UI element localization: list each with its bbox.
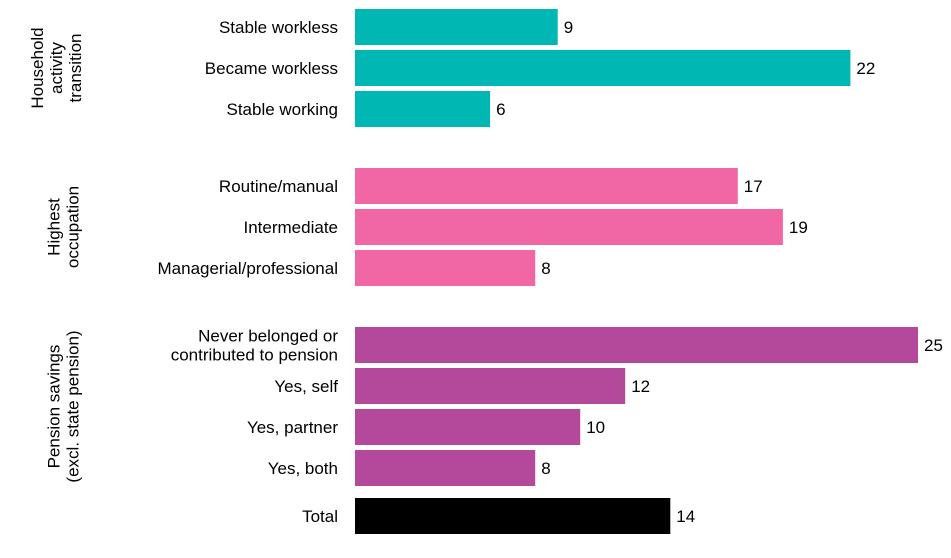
category-label: Managerial/professional [158,259,339,278]
bar [355,450,536,486]
value-label: 12 [631,377,650,396]
category-label: Routine/manual [219,177,338,196]
bar [355,91,491,127]
category-label: Yes, self [274,377,338,396]
value-label: 22 [856,59,875,78]
value-label: 8 [541,459,550,478]
group-title: Householdactivitytransition [28,27,85,108]
value-label: 9 [564,18,573,37]
value-label: 8 [541,259,550,278]
bar [355,209,783,245]
group-title: Pension savings(excl. state pension) [45,330,83,482]
bar [355,250,536,286]
bar [355,498,671,534]
bar [355,50,851,86]
bar [355,327,918,363]
bar [355,409,581,445]
bar-group: Stable workless 9 Became workless 22 Stable … [28,9,875,127]
category-label: Yes, partner [247,418,338,437]
category-label: Stable working [226,100,338,119]
category-label: Never belonged or contributed to pension [171,327,339,365]
value-label: 17 [744,177,763,196]
bar [355,368,626,404]
category-label: Intermediate [244,218,339,237]
category-label: Stable workless [219,18,338,37]
bar-group: Routine/manual 17 Intermediate 19 Managerial… [45,168,808,286]
value-label: 6 [496,100,505,119]
bar-group: Total 14 [302,498,695,534]
bar [355,9,558,45]
bar-group: Never belonged or contributed to pension 2… [45,327,943,486]
category-label: Total [302,507,338,526]
category-label: Became workless [205,59,338,78]
bar [355,168,738,204]
value-label: 19 [789,218,808,237]
category-label: Yes, both [268,459,338,478]
value-label: 25 [924,336,943,355]
value-label: 14 [676,507,695,526]
group-title: Highestoccupation [45,186,83,268]
value-label: 10 [586,418,605,437]
